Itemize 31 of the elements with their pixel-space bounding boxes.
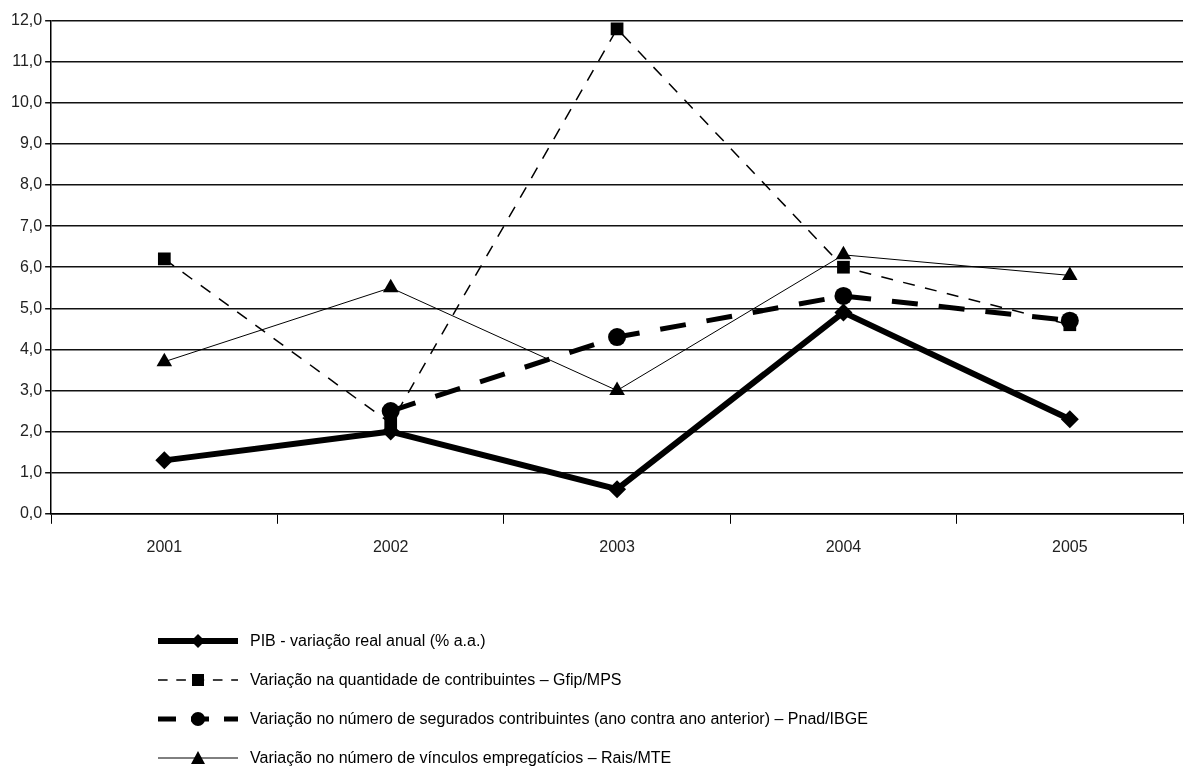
y-tick-label: 1,0 xyxy=(19,463,43,481)
y-tick-label: 11,0 xyxy=(12,52,43,70)
y-tick-label: 0,0 xyxy=(19,504,43,522)
y-tick-label: 6,0 xyxy=(19,257,43,275)
y-tick-label: 8,0 xyxy=(19,175,43,193)
y-tick-label: 9,0 xyxy=(19,134,43,152)
x-tick-label: 2002 xyxy=(372,537,409,555)
point xyxy=(157,252,171,266)
y-tick-label: 12,0 xyxy=(11,11,43,29)
point xyxy=(834,286,853,305)
point xyxy=(608,328,627,347)
legend-label: Variação no número de vínculos empregatícios – Rais/MTE xyxy=(250,748,672,767)
point xyxy=(608,480,627,499)
legend-label: Variação na quantidade de contribuintes – Gfip/MPS xyxy=(250,670,622,689)
point xyxy=(837,260,850,274)
point xyxy=(610,22,624,36)
x-tick-label: 2001 xyxy=(146,537,183,555)
legend-label: Variação no número de segurados contribuintes (ano contra ano anterior) – Pnad/IBGE xyxy=(250,709,868,728)
x-tick-label: 2003 xyxy=(599,537,635,555)
x-tick-label: 2005 xyxy=(1052,537,1088,555)
y-tick-label: 2,0 xyxy=(19,422,43,440)
point xyxy=(1060,410,1079,429)
y-tick-label: 7,0 xyxy=(19,216,43,234)
y-tick-label: 5,0 xyxy=(19,298,43,316)
legend-label: PIB - variação real anual (% a.a.) xyxy=(250,631,486,650)
y-tick-label: 4,0 xyxy=(19,339,43,357)
point xyxy=(834,303,853,322)
point xyxy=(155,451,174,470)
y-tick-label: 3,0 xyxy=(19,380,43,398)
y-tick-label: 10,0 xyxy=(11,93,43,111)
x-tick-label: 2004 xyxy=(825,537,862,555)
